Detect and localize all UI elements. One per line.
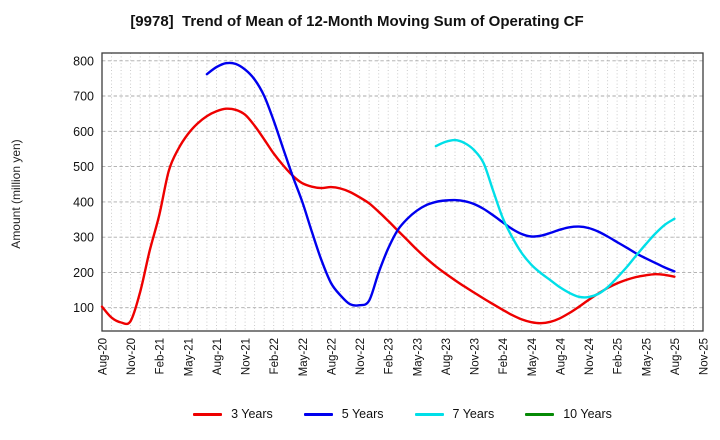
x-tick-label: Aug-21 xyxy=(212,338,224,375)
legend-item-3-years: 3 Years xyxy=(193,407,273,421)
x-tick-label: Feb-23 xyxy=(384,338,396,374)
x-tick-label: Feb-24 xyxy=(498,337,510,374)
legend-line-icon-5-years xyxy=(303,412,333,416)
y-tick-label: 600 xyxy=(73,125,94,139)
x-tick-label: Nov-25 xyxy=(699,338,711,375)
legend: 3 Years 5 Years 7 Years 10 Years xyxy=(102,407,703,421)
legend-item-5-years: 5 Years xyxy=(303,407,384,421)
y-tick-label: 700 xyxy=(73,90,94,104)
x-tick-label: May-21 xyxy=(183,338,195,376)
legend-label-5-years: 5 Years xyxy=(341,407,384,421)
plot-frame xyxy=(101,52,704,332)
y-tick-label: 200 xyxy=(73,266,94,280)
y-tick-label: 300 xyxy=(73,231,94,245)
legend-item-7-years: 7 Years xyxy=(414,407,495,421)
x-tick-label: Nov-24 xyxy=(584,337,596,375)
legend-line-icon-3-years xyxy=(193,412,223,416)
x-tick-label: Feb-21 xyxy=(155,338,167,374)
series-line-7-years xyxy=(434,138,676,299)
x-tick-label: May-22 xyxy=(298,338,310,376)
x-tick-label: Aug-20 xyxy=(98,338,110,375)
y-tick-label: 800 xyxy=(73,54,94,68)
x-tick-label: Feb-25 xyxy=(613,338,625,374)
x-tick-label: Feb-22 xyxy=(269,338,281,374)
legend-line-icon-7-years xyxy=(414,412,444,416)
plot-area: 100 200 300 400 500 600 700 800 Aug-20 Nov-20 Feb-… xyxy=(73,52,711,376)
series-line-3-years xyxy=(100,107,676,326)
x-tick-label: May-23 xyxy=(412,338,424,376)
legend-label-7-years: 7 Years xyxy=(452,407,495,421)
legend-label-10-years: 10 Years xyxy=(563,407,612,421)
x-tick-label: May-24 xyxy=(527,337,539,376)
legend-line-icon-10-years xyxy=(525,412,555,416)
y-tick-label: 500 xyxy=(73,160,94,174)
x-tick-label: May-25 xyxy=(641,338,653,376)
x-tick-label: Nov-23 xyxy=(470,338,482,375)
x-tick-label: Aug-23 xyxy=(441,338,453,375)
x-tick-label: Aug-24 xyxy=(555,337,567,375)
x-tick-label: Nov-21 xyxy=(241,338,253,375)
x-tick-label: Nov-22 xyxy=(355,338,367,375)
y-tick-label: 100 xyxy=(73,301,94,315)
series-line-5-years xyxy=(205,61,676,307)
chart-title: [9978] Trend of Mean of 12-Month Moving … xyxy=(130,13,584,30)
legend-label-3-years: 3 Years xyxy=(231,407,273,421)
x-tick-label: Nov-20 xyxy=(126,338,138,375)
legend-item-10-years: 10 Years xyxy=(525,407,612,421)
x-tick-label: Aug-25 xyxy=(670,338,682,375)
y-tick-label: 400 xyxy=(73,195,94,209)
x-tick-label: Aug-22 xyxy=(327,338,339,375)
